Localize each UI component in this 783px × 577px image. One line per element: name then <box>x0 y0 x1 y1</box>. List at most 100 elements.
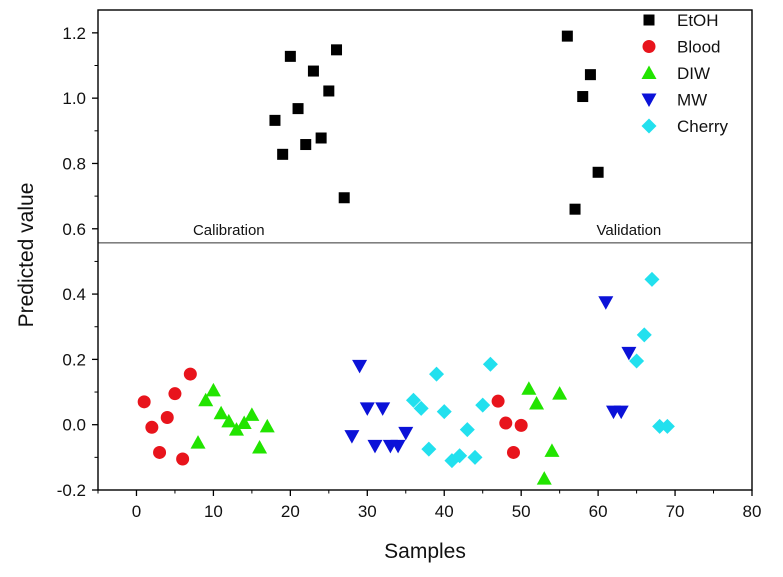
point-cherry-1 <box>413 400 429 416</box>
point-mw-4 <box>375 402 391 416</box>
point-etoh-4 <box>300 139 312 151</box>
point-etoh-6 <box>315 132 327 144</box>
point-blood-8 <box>499 416 513 430</box>
point-etoh-8 <box>331 44 343 56</box>
y-tick-label-0: -0.2 <box>57 481 86 500</box>
point-mw-3 <box>367 439 383 454</box>
y-tick-label-4: 0.6 <box>62 220 86 239</box>
point-cherry-13 <box>644 271 660 287</box>
point-diw-3 <box>213 405 229 420</box>
y-tick-label-6: 1.0 <box>62 89 86 108</box>
point-cherry-14 <box>652 418 668 434</box>
y-tick-label-3: 0.4 <box>62 285 86 304</box>
point-mw-2 <box>359 402 375 416</box>
point-cherry-11 <box>629 353 645 369</box>
point-diw-4 <box>221 413 237 428</box>
point-mw-6 <box>390 439 406 454</box>
x-tick-label-3: 30 <box>358 502 377 521</box>
x-tick-label-0: 0 <box>132 502 141 521</box>
point-cherry-3 <box>429 366 445 382</box>
point-diw-8 <box>252 440 268 454</box>
point-mw-0 <box>344 430 360 444</box>
y-tick-label-5: 0.8 <box>62 154 86 173</box>
point-diw-9 <box>259 418 275 433</box>
y-tick-label-7: 1.2 <box>62 24 86 43</box>
x-tick-label-6: 60 <box>589 502 608 521</box>
point-etoh-3 <box>292 103 304 115</box>
point-cherry-2 <box>421 441 437 457</box>
point-cherry-7 <box>459 422 475 438</box>
point-diw-13 <box>544 443 560 457</box>
point-blood-10 <box>514 418 528 432</box>
point-etoh-5 <box>307 65 319 77</box>
legend: EtOH Blood DIW MW Cherry <box>641 11 729 136</box>
point-blood-3 <box>160 411 174 425</box>
point-etoh-10 <box>561 30 573 42</box>
legend-label-etoh: EtOH <box>677 11 719 30</box>
y-tick-label-1: 0.0 <box>62 416 86 435</box>
point-etoh-14 <box>592 166 604 178</box>
point-cherry-12 <box>636 327 652 343</box>
point-blood-0 <box>137 395 151 409</box>
point-cherry-8 <box>467 449 483 465</box>
x-tick-label-4: 40 <box>435 502 454 521</box>
legend-marker-blood <box>642 40 656 53</box>
point-mw-1 <box>352 359 368 374</box>
x-axis-title: Samples <box>384 540 466 563</box>
legend-label-diw: DIW <box>677 64 710 83</box>
point-etoh-2 <box>284 50 296 62</box>
validation-label: Validation <box>597 222 662 239</box>
plot-frame <box>97 9 753 491</box>
calibration-label: Calibration <box>193 222 265 239</box>
chart-labels: Calibration Validation Samples Predicted… <box>15 183 661 563</box>
point-blood-4 <box>168 387 182 401</box>
x-tick-label-7: 70 <box>666 502 685 521</box>
y-axis-title: Predicted value <box>15 183 38 328</box>
point-diw-0 <box>190 435 206 449</box>
data-points <box>137 30 675 485</box>
legend-marker-mw <box>641 93 657 107</box>
point-cherry-6 <box>452 448 468 464</box>
x-tick-label-8: 80 <box>743 502 762 521</box>
legend-label-cherry: Cherry <box>677 117 729 136</box>
point-diw-12 <box>536 471 552 485</box>
point-etoh-11 <box>569 203 581 215</box>
legend-marker-etoh <box>643 14 655 26</box>
point-mw-8 <box>598 296 614 310</box>
point-cherry-15 <box>659 418 675 434</box>
point-cherry-0 <box>405 392 421 408</box>
point-diw-5 <box>228 422 244 436</box>
point-mw-10 <box>613 405 629 420</box>
point-diw-11 <box>529 395 545 410</box>
point-cherry-9 <box>475 397 491 413</box>
point-diw-7 <box>244 407 260 421</box>
point-mw-11 <box>621 346 637 361</box>
x-tick-label-1: 10 <box>204 502 223 521</box>
point-etoh-13 <box>584 69 596 81</box>
legend-marker-diw <box>641 65 657 79</box>
point-blood-9 <box>506 445 520 459</box>
point-etoh-9 <box>338 192 350 204</box>
point-diw-6 <box>236 415 252 430</box>
point-diw-10 <box>521 381 537 395</box>
point-cherry-10 <box>482 356 498 372</box>
point-diw-2 <box>205 382 221 397</box>
point-blood-2 <box>153 445 167 459</box>
point-blood-7 <box>491 394 505 408</box>
point-blood-5 <box>176 452 190 466</box>
x-tick-label-5: 50 <box>512 502 531 521</box>
point-cherry-4 <box>436 404 452 420</box>
point-diw-14 <box>552 386 568 400</box>
point-etoh-12 <box>577 91 589 103</box>
point-etoh-1 <box>277 148 289 160</box>
point-etoh-7 <box>323 85 335 97</box>
legend-label-blood: Blood <box>677 38 720 57</box>
axes: 0 10 20 30 40 50 60 70 80 -0.2 0.0 0.2 0.4 0.6 0.8 1.0 1… <box>57 9 762 521</box>
point-etoh-0 <box>269 114 281 126</box>
point-mw-7 <box>398 426 414 441</box>
y-tick-label-2: 0.2 <box>62 350 86 369</box>
legend-marker-cherry <box>641 118 657 134</box>
point-blood-1 <box>145 420 159 434</box>
point-blood-6 <box>183 367 197 381</box>
